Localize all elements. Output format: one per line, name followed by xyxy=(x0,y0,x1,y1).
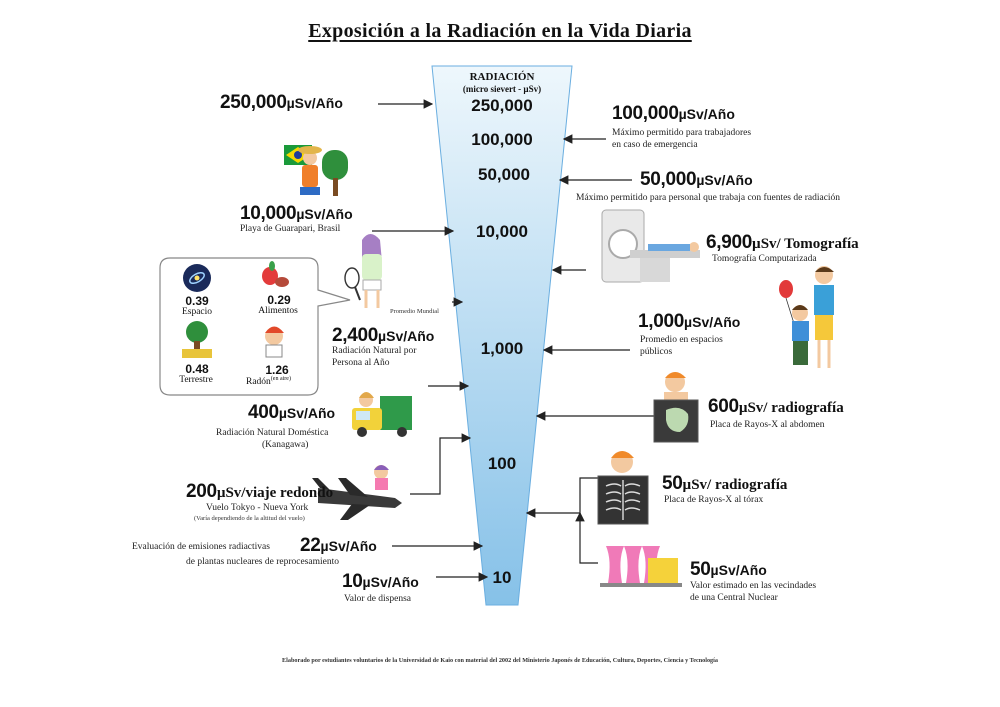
radon-person-icon xyxy=(265,326,284,358)
left-desc-2400-line1: Radiación Natural por xyxy=(332,346,417,356)
scale-label-50000: 50,000 xyxy=(478,165,530,184)
xray-abdomen-icon xyxy=(653,372,699,443)
left-value-10: 10µSv/Año xyxy=(342,571,419,592)
left-value-250000: 250,000µSv/Año xyxy=(220,92,343,113)
arrow-50-xray xyxy=(525,477,598,518)
right-desc-50-xray: Placa de Rayos-X al tórax xyxy=(664,495,764,505)
right-desc-50-plant-line1: Valor estimado en las vecindades xyxy=(690,581,817,591)
ct-scanner-icon xyxy=(601,209,700,283)
delivery-truck-icon xyxy=(352,392,412,437)
scale-label-10000: 10,000 xyxy=(476,222,528,241)
left-desc-200: Vuelo Tokyo - Nueva York xyxy=(206,503,309,513)
funnel-subheader: (micro sievert - µSv) xyxy=(462,84,542,94)
airplane-icon xyxy=(312,465,402,520)
left-desc-10: Valor de dispensa xyxy=(344,594,412,604)
right-desc-1000-line1: Promedio en espacios xyxy=(640,335,723,345)
right-value-6900: 6,900µSv/ Tomografía xyxy=(706,232,859,253)
breakdown-value-radon: 1.26 xyxy=(265,363,289,377)
right-value-50-plant: 50µSv/Año xyxy=(690,559,767,580)
arrow-200 xyxy=(410,433,472,495)
right-value-1000: 1,000µSv/Año xyxy=(638,311,741,332)
breakdown-value-space: 0.39 xyxy=(185,294,209,308)
left-value-2400: 2,400µSv/Año xyxy=(332,325,435,346)
left-value-10000: 10,000µSv/Año xyxy=(240,203,353,224)
radiation-funnel xyxy=(431,65,573,606)
breakdown-label-terrestrial: Terrestre xyxy=(179,375,213,385)
right-desc-50000: Máximo permitido para personal que traba… xyxy=(576,193,841,203)
breakdown-label-space: Espacio xyxy=(181,307,213,317)
left-value-400: 400µSv/Año xyxy=(248,402,336,423)
nuclear-plant-icon xyxy=(600,546,682,587)
scale-label-1000: 1,000 xyxy=(480,339,524,358)
arrow-50-plant xyxy=(575,511,598,564)
scale-label-100000: 100,000 xyxy=(471,130,533,149)
food-icon xyxy=(262,261,289,287)
breakdown-box xyxy=(159,257,351,396)
right-desc-1000-line2: públicos xyxy=(640,347,673,357)
galaxy-icon xyxy=(183,264,211,292)
right-value-50-xray: 50µSv/ radiografía xyxy=(662,473,788,494)
tree-icon xyxy=(182,321,212,358)
tennis-player-icon xyxy=(344,234,382,308)
left-value-200: 200µSv/viaje redondo xyxy=(186,481,334,502)
children-balloon-icon xyxy=(779,266,834,368)
left-desc-2400-line2: Persona al Año xyxy=(332,358,390,368)
scale-label-250000: 250,000 xyxy=(471,96,533,115)
left-value-22: 22µSv/Año xyxy=(300,535,377,556)
left-note-2400: Promedio Mundial xyxy=(390,308,439,315)
left-desc-400-line2: (Kanagawa) xyxy=(262,440,309,450)
left-note-200: (Varía dependiendo de la altitud del vue… xyxy=(194,515,305,522)
xray-chest-icon xyxy=(597,451,649,525)
left-desc-400-line1: Radiación Natural Doméstica xyxy=(216,428,329,438)
page-title: Exposición a la Radiación en la Vida Dia… xyxy=(308,20,692,42)
right-desc-6900: Tomografía Computarizada xyxy=(712,254,817,264)
scale-label-10: 10 xyxy=(492,568,512,587)
funnel-header: RADIACIÓN xyxy=(469,71,535,83)
breakdown-label-radon: Radón(en aire) xyxy=(246,376,291,388)
left-desc-22-line1: Evaluación de emisiones radiactivas xyxy=(132,542,270,552)
left-desc-10000: Playa de Guarapari, Brasil xyxy=(240,224,341,234)
left-desc-22-line2: de plantas nucleares de reprocesamiento xyxy=(186,557,339,567)
right-desc-50-plant-line2: de una Central Nuclear xyxy=(690,593,778,603)
scale-label-100: 100 xyxy=(487,454,517,473)
right-value-600: 600µSv/ radiografía xyxy=(708,396,844,417)
right-desc-100000-line2: en caso de emergencia xyxy=(612,140,698,150)
brazil-beach-icon xyxy=(284,145,348,196)
breakdown-label-food: Alimentos xyxy=(258,306,298,316)
footer-credit: Elaborado por estudiantes voluntarios de… xyxy=(282,657,718,664)
right-value-100000: 100,000µSv/Año xyxy=(612,103,735,124)
right-desc-600: Placa de Rayos-X al abdomen xyxy=(710,420,825,430)
breakdown-value-terrestrial: 0.48 xyxy=(185,362,209,376)
right-value-50000: 50,000µSv/Año xyxy=(640,169,753,190)
right-desc-100000-line1: Máximo permitido para trabajadores xyxy=(612,128,752,138)
breakdown-value-food: 0.29 xyxy=(267,293,291,307)
